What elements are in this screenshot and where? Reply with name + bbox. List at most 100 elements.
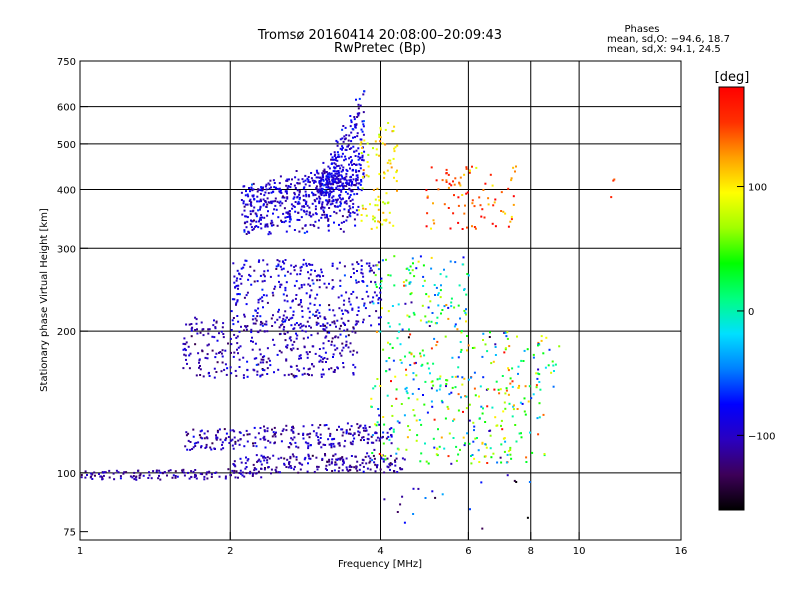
data-point: [362, 123, 365, 126]
data-point: [392, 130, 395, 132]
data-point: [422, 275, 425, 278]
data-point: [198, 361, 200, 364]
data-point: [363, 139, 366, 142]
data-point: [339, 458, 342, 461]
data-point: [272, 212, 274, 215]
y-tick-label: 200: [57, 327, 76, 338]
data-point: [356, 176, 359, 179]
data-point: [329, 190, 332, 193]
data-point: [266, 347, 269, 350]
data-point: [274, 435, 277, 438]
data-point: [237, 320, 240, 323]
data-point: [255, 454, 258, 457]
data-point: [337, 296, 340, 299]
data-point: [261, 216, 263, 219]
data-point: [337, 457, 340, 460]
data-point: [374, 463, 377, 466]
data-point: [332, 183, 335, 186]
data-point: [338, 307, 341, 310]
data-point: [421, 349, 424, 352]
data-point: [252, 182, 255, 185]
data-point: [447, 306, 450, 309]
data-point: [529, 431, 531, 434]
data-point: [249, 203, 252, 206]
data-point: [326, 181, 329, 184]
data-point: [384, 458, 387, 461]
data-point: [451, 356, 454, 359]
data-point: [205, 473, 208, 476]
data-point: [262, 198, 265, 201]
data-point: [274, 285, 277, 288]
data-point: [355, 296, 358, 299]
data-point: [322, 323, 325, 326]
data-point: [504, 347, 507, 350]
data-point: [511, 385, 514, 388]
data-point: [314, 200, 317, 203]
data-point: [375, 148, 378, 151]
data-point: [233, 333, 236, 336]
data-point: [374, 198, 377, 201]
data-point: [285, 211, 288, 214]
data-point: [225, 432, 228, 435]
data-point: [285, 466, 288, 468]
data-point: [238, 472, 241, 474]
data-point: [320, 206, 323, 209]
data-point: [488, 336, 491, 338]
data-point: [304, 174, 307, 177]
data-point: [343, 220, 345, 223]
data-point: [360, 152, 363, 154]
data-point: [361, 156, 364, 159]
data-point: [343, 322, 346, 325]
data-point: [191, 326, 194, 329]
data-point: [324, 454, 327, 457]
data-point: [266, 203, 269, 206]
data-point: [382, 201, 385, 204]
data-point: [342, 460, 345, 463]
data-point: [345, 202, 348, 205]
data-point: [542, 352, 545, 355]
data-point: [378, 199, 381, 202]
data-point: [204, 356, 207, 359]
data-point: [254, 442, 257, 445]
data-point: [357, 280, 360, 283]
data-point: [292, 314, 295, 317]
data-point: [515, 440, 518, 443]
data-point: [252, 340, 254, 343]
colorbar: [718, 86, 745, 511]
data-point: [245, 429, 248, 432]
data-point: [187, 345, 190, 348]
data-point: [517, 372, 519, 375]
data-point: [288, 446, 291, 449]
data-point: [243, 185, 246, 188]
data-point: [432, 202, 434, 205]
data-point: [283, 262, 286, 265]
data-point: [238, 358, 241, 361]
data-point: [306, 320, 309, 323]
data-point: [394, 146, 397, 149]
data-point: [102, 474, 105, 477]
data-point: [301, 310, 304, 312]
data-point: [188, 367, 191, 370]
x-tick-label: 1: [77, 546, 83, 557]
data-point: [482, 376, 485, 379]
data-point: [185, 434, 188, 437]
data-point: [360, 141, 363, 144]
data-point: [290, 467, 293, 469]
data-point: [326, 175, 328, 178]
data-point: [354, 169, 357, 172]
data-point: [460, 348, 463, 351]
data-point: [355, 279, 357, 282]
data-point: [91, 478, 94, 480]
data-point: [302, 324, 305, 327]
data-point: [284, 289, 287, 292]
data-point: [257, 298, 260, 301]
data-point: [317, 172, 320, 175]
data-point: [362, 169, 365, 172]
data-point: [385, 218, 388, 221]
data-point: [233, 351, 236, 354]
data-point: [453, 325, 456, 328]
data-point: [278, 308, 280, 311]
data-point: [339, 138, 342, 141]
data-point: [289, 216, 292, 219]
data-point: [277, 264, 280, 267]
